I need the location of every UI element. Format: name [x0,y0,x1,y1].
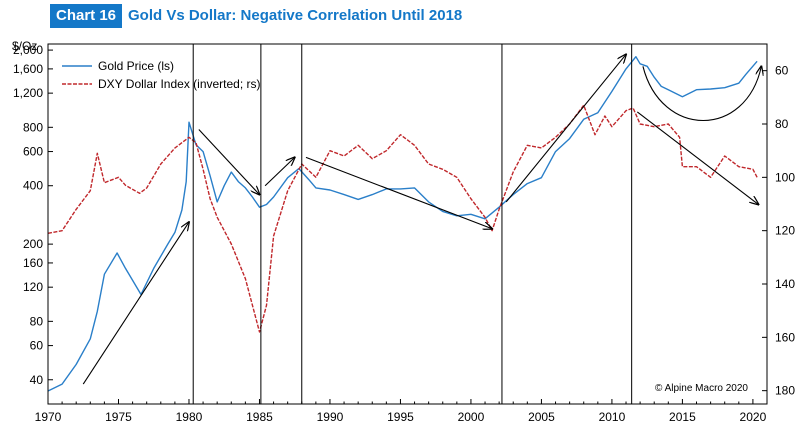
right-tick-label: 80 [775,117,789,131]
left-tick-label: 60 [30,339,44,353]
x-tick-label: 1975 [105,410,132,424]
left-tick-label: 40 [30,373,44,387]
trend-arrow [198,129,260,194]
right-tick-label: 180 [775,384,795,398]
left-tick-label: 600 [23,145,43,159]
right-tick-label: 120 [775,224,795,238]
trend-arrow [305,156,492,228]
legend-label-gold: Gold Price (ls) [98,59,174,73]
arrows-layer [82,54,761,385]
left-tick-label: 80 [30,314,44,328]
x-tick-label: 2000 [458,410,485,424]
trend-arrow [82,222,189,385]
right-tick-label: 100 [775,170,795,184]
x-tick-label: 1985 [246,410,273,424]
legend-label-dxy: DXY Dollar Index (inverted; rs) [98,77,261,91]
axes-layer: 1970 1975 1980 1985 1990 1995 2000 2005 2010 2015… [13,43,795,424]
trend-arrow [636,111,758,205]
trend-arrow [264,157,295,187]
x-tick-label: 2015 [669,410,696,424]
x-tick-label: 1980 [176,410,203,424]
chart-title: Gold Vs Dollar: Negative Correlation Unt… [128,7,463,24]
left-tick-label: 1,600 [13,62,43,76]
trend-arrow [505,54,626,203]
curved-arrow [642,66,761,122]
gold-price-line [47,56,758,392]
x-tick-label: 2010 [599,410,626,424]
left-tick-label: 400 [23,179,43,193]
x-tick-label: 1970 [35,410,62,424]
dxy-index-line [47,104,758,333]
left-axis-unit: $/Oz [12,39,37,53]
plot-frame [47,43,768,405]
x-tick-label: 1995 [387,410,414,424]
left-tick-label: 1,200 [13,86,43,100]
chart-number-tag: Chart 16 [50,4,123,28]
left-tick-label: 800 [23,120,43,134]
credit-text: © Alpine Macro 2020 [655,383,748,394]
x-tick-label: 2020 [740,410,767,424]
right-tick-label: 60 [775,64,789,78]
right-tick-label: 140 [775,277,795,291]
vertical-lines-layer [192,44,633,404]
left-tick-label: 160 [23,256,43,270]
x-tick-label: 1990 [317,410,344,424]
left-tick-label: 200 [23,237,43,251]
left-tick-label: 2,000 [13,43,43,57]
legend: Gold Price (ls) DXY Dollar Index (inverte… [62,59,261,91]
x-tick-label: 2005 [528,410,555,424]
left-tick-label: 120 [23,280,43,294]
lines-layer [47,56,758,392]
right-tick-label: 160 [775,330,795,344]
